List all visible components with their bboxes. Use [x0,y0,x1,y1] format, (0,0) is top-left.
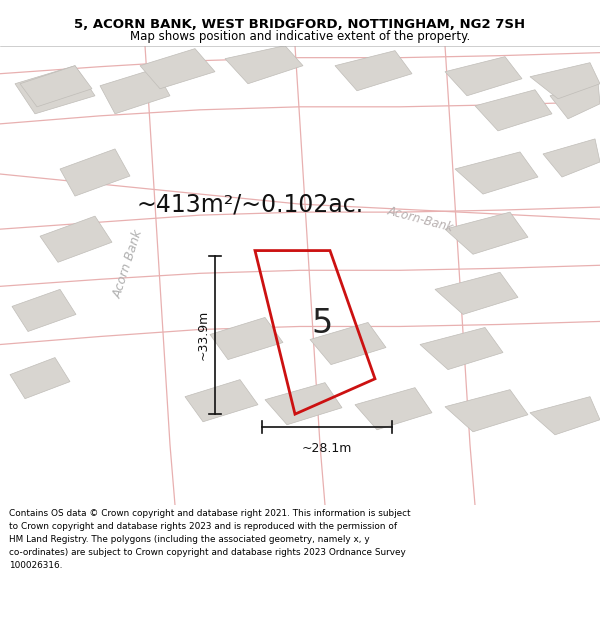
Text: Acorn-Bank: Acorn-Bank [386,204,454,234]
Polygon shape [60,149,130,196]
Polygon shape [40,216,112,262]
Polygon shape [543,139,600,177]
Text: 5: 5 [311,307,332,340]
Polygon shape [420,328,503,369]
Polygon shape [355,388,432,430]
Polygon shape [10,357,70,399]
Polygon shape [185,379,258,422]
Polygon shape [435,272,518,314]
Polygon shape [310,322,386,364]
Polygon shape [335,51,412,91]
Polygon shape [15,66,95,114]
Polygon shape [100,69,170,114]
Polygon shape [210,318,283,359]
Polygon shape [265,382,342,425]
Polygon shape [445,57,522,96]
Text: co-ordinates) are subject to Crown copyright and database rights 2023 Ordnance S: co-ordinates) are subject to Crown copyr… [9,548,406,557]
Polygon shape [12,289,76,331]
Polygon shape [445,212,528,254]
Text: Map shows position and indicative extent of the property.: Map shows position and indicative extent… [130,30,470,43]
Text: ~33.9m: ~33.9m [197,310,209,360]
Text: HM Land Registry. The polygons (including the associated geometry, namely x, y: HM Land Registry. The polygons (includin… [9,535,370,544]
Polygon shape [445,389,528,432]
Polygon shape [550,82,600,119]
Text: 5, ACORN BANK, WEST BRIDGFORD, NOTTINGHAM, NG2 7SH: 5, ACORN BANK, WEST BRIDGFORD, NOTTINGHA… [74,18,526,31]
Text: ~413m²/~0.102ac.: ~413m²/~0.102ac. [136,192,364,216]
Text: Contains OS data © Crown copyright and database right 2021. This information is : Contains OS data © Crown copyright and d… [9,509,410,518]
Polygon shape [530,397,600,435]
Polygon shape [530,62,600,99]
Polygon shape [225,46,303,84]
Polygon shape [140,49,215,89]
Polygon shape [475,90,552,131]
Text: 100026316.: 100026316. [9,561,62,570]
Polygon shape [455,152,538,194]
Polygon shape [20,66,92,107]
Text: Acorn Bank: Acorn Bank [111,228,145,300]
Text: ~28.1m: ~28.1m [302,442,352,455]
Text: to Crown copyright and database rights 2023 and is reproduced with the permissio: to Crown copyright and database rights 2… [9,522,397,531]
